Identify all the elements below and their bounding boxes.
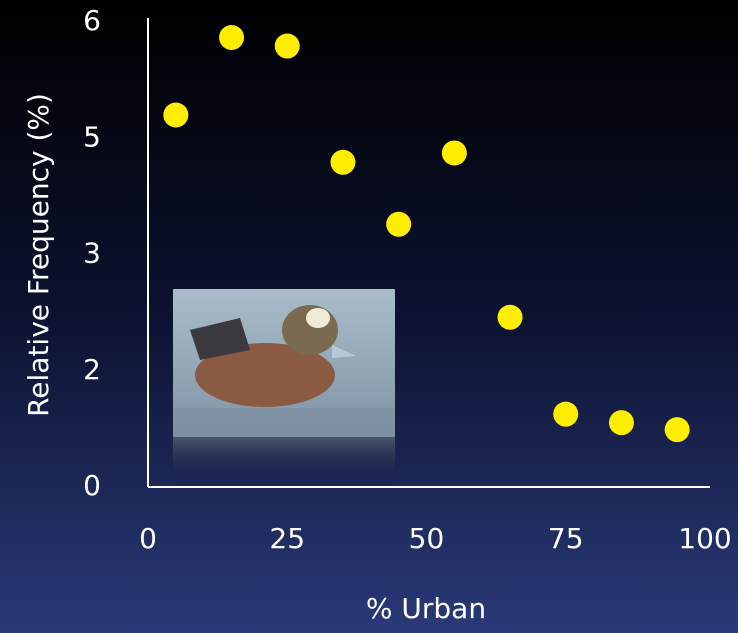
x-tick-label: 0 <box>139 522 157 555</box>
point <box>664 417 690 443</box>
x-axis-label: % Urban <box>366 592 486 625</box>
point <box>386 211 412 237</box>
x-tick-label: 25 <box>269 522 305 555</box>
y-tick-label: 0 <box>83 469 101 502</box>
point <box>441 140 467 166</box>
point <box>274 33 300 59</box>
point <box>497 304 523 330</box>
x-tick-label: 50 <box>409 522 445 555</box>
y-tick-label: 5 <box>83 120 101 153</box>
point <box>219 25 245 50</box>
point <box>553 401 579 427</box>
y-axis-label: Relative Frequency (%) <box>22 93 55 417</box>
point <box>330 149 356 175</box>
y-tick-label: 2 <box>83 353 101 386</box>
x-tick-label: 75 <box>548 522 584 555</box>
y-tick-label: 3 <box>83 237 101 270</box>
point <box>163 102 189 128</box>
duck-photo <box>173 289 395 487</box>
x-tick-label: 100 <box>678 522 731 555</box>
y-tick-label: 6 <box>83 4 101 37</box>
point <box>608 410 634 436</box>
